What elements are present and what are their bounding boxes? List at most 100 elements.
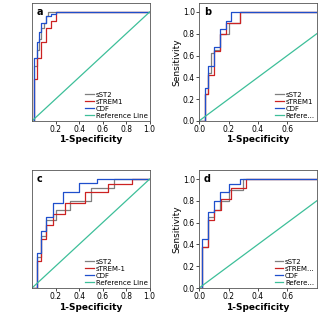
CDF <box>197 119 201 123</box>
CDF <box>54 10 58 14</box>
sST2 <box>42 26 46 30</box>
Line: CDF: CDF <box>199 12 320 121</box>
sTREM-1 <box>130 182 134 186</box>
sST2 <box>44 14 48 18</box>
sTREM... <box>229 197 233 201</box>
sTREM-1 <box>148 177 152 181</box>
sST2 <box>212 208 216 212</box>
Line: CDF: CDF <box>32 12 150 121</box>
sTREM1 <box>49 19 53 22</box>
sST2 <box>35 256 39 260</box>
sST2 <box>42 21 46 25</box>
sST2 <box>35 48 39 52</box>
sST2 <box>46 14 50 18</box>
sST2 <box>218 199 222 203</box>
CDF <box>32 119 36 123</box>
sTREM1 <box>32 77 36 81</box>
sST2 <box>227 32 230 36</box>
sST2 <box>37 48 41 52</box>
sST2 <box>46 10 50 14</box>
sST2 <box>30 119 34 123</box>
CDF <box>51 201 55 205</box>
X-axis label: 1-Specificity: 1-Specificity <box>59 135 123 144</box>
Line: sST2: sST2 <box>32 179 150 288</box>
sST2 <box>218 208 222 212</box>
Legend: sST2, sTREM-1, CDF, Reference Line: sST2, sTREM-1, CDF, Reference Line <box>84 258 148 287</box>
sTREM-1 <box>35 286 39 290</box>
sTREM... <box>197 286 201 290</box>
sST2 <box>218 48 222 52</box>
Line: sST2: sST2 <box>32 12 150 121</box>
sTREM1 <box>32 119 36 123</box>
sST2 <box>209 52 213 55</box>
Line: sTREM-1: sTREM-1 <box>32 179 150 288</box>
sTREM1 <box>218 49 222 53</box>
sTREM-1 <box>83 201 87 205</box>
CDF <box>51 215 55 219</box>
CDF <box>39 30 43 34</box>
CDF <box>218 28 222 31</box>
sST2 <box>218 32 222 36</box>
CDF <box>148 177 152 181</box>
sTREM-1 <box>63 201 67 205</box>
Line: CDF: CDF <box>32 179 150 288</box>
sST2 <box>238 10 242 14</box>
sTREM1 <box>212 73 216 77</box>
sST2 <box>148 10 152 14</box>
CDF <box>61 190 65 194</box>
sST2 <box>30 286 34 290</box>
CDF <box>39 21 43 25</box>
CDF <box>35 251 39 255</box>
CDF <box>44 14 48 18</box>
sTREM1 <box>54 10 58 14</box>
sTREM... <box>244 177 248 181</box>
sTREM... <box>200 286 204 290</box>
CDF <box>44 215 48 219</box>
CDF <box>61 201 65 205</box>
Line: CDF: CDF <box>199 179 320 288</box>
sST2 <box>68 199 72 203</box>
CDF <box>227 190 230 194</box>
sTREM-1 <box>107 190 110 194</box>
sST2 <box>44 219 48 222</box>
Line: sTREM1: sTREM1 <box>32 12 150 121</box>
sST2 <box>35 65 39 68</box>
sST2 <box>89 186 93 190</box>
sTREM... <box>244 186 248 190</box>
CDF <box>224 19 228 22</box>
sTREM-1 <box>44 223 48 227</box>
sTREM1 <box>35 77 39 81</box>
Line: sST2: sST2 <box>199 179 320 288</box>
sTREM1 <box>224 32 228 36</box>
CDF <box>197 286 201 290</box>
sST2 <box>44 234 48 238</box>
sTREM-1 <box>39 259 43 263</box>
sTREM... <box>206 219 210 222</box>
CDF <box>37 41 41 44</box>
CDF <box>39 251 43 255</box>
sST2 <box>32 119 36 123</box>
X-axis label: 1-Specificity: 1-Specificity <box>226 135 290 144</box>
sST2 <box>227 199 230 203</box>
sST2 <box>212 215 216 219</box>
sST2 <box>112 186 116 190</box>
sTREM... <box>219 197 223 201</box>
sTREM1 <box>197 119 201 123</box>
sTREM... <box>200 245 204 249</box>
sTREM1 <box>206 92 210 96</box>
sST2 <box>238 21 242 25</box>
sTREM-1 <box>107 182 110 186</box>
sST2 <box>32 65 36 68</box>
Text: a: a <box>37 7 43 17</box>
sST2 <box>39 234 43 238</box>
CDF <box>44 229 48 233</box>
sST2 <box>39 37 43 41</box>
sTREM1 <box>44 41 48 44</box>
sST2 <box>241 188 245 192</box>
sTREM... <box>206 245 210 249</box>
CDF <box>95 177 99 181</box>
sTREM1 <box>238 21 242 25</box>
sST2 <box>200 245 204 249</box>
sTREM1 <box>49 26 53 30</box>
CDF <box>77 190 81 194</box>
